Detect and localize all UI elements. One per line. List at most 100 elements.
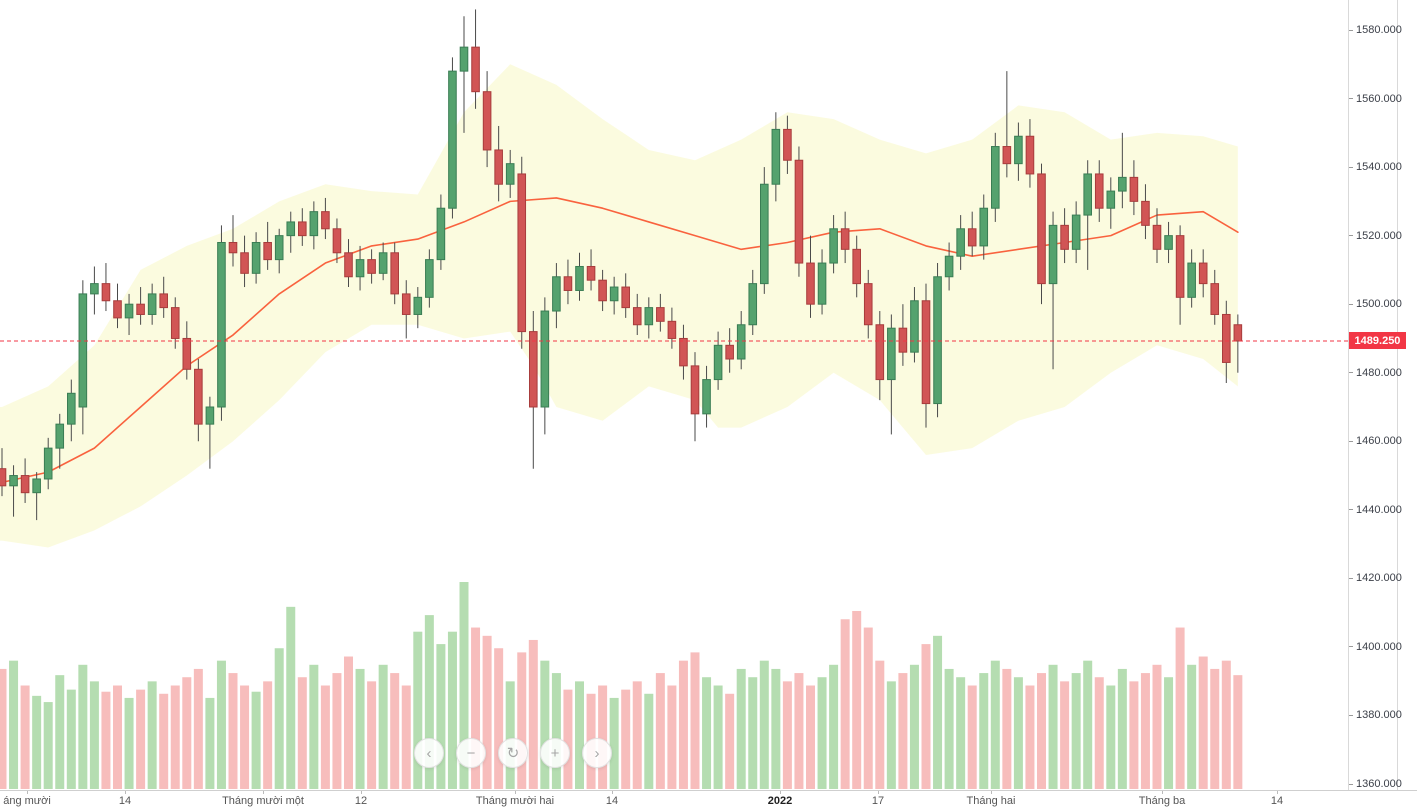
candle-bullish xyxy=(552,276,561,312)
candle-bullish xyxy=(78,293,88,408)
volume-bar xyxy=(1037,673,1046,789)
time-axis[interactable]: áng mười 14 Tháng mười một 12 Tháng mười hai… xyxy=(0,790,1417,811)
volume-bar xyxy=(263,681,273,789)
volume-bar xyxy=(1002,668,1012,789)
candle-bullish xyxy=(217,241,226,408)
candle-bearish xyxy=(482,91,492,151)
volume-bar xyxy=(575,681,584,789)
volume-bar xyxy=(609,697,619,789)
time-tick-mark xyxy=(361,791,362,794)
time-tick-label: 12 xyxy=(354,795,368,807)
zoom-in-button[interactable]: + xyxy=(540,738,570,768)
volume-bar xyxy=(78,664,88,789)
time-tick-label: 17 xyxy=(871,795,885,807)
candle-bullish xyxy=(956,228,965,257)
candle-bearish xyxy=(1233,324,1243,342)
volume-bar xyxy=(1071,673,1081,789)
volume-bar xyxy=(759,660,769,789)
volume-bar xyxy=(1233,675,1243,789)
volume-bar xyxy=(667,685,677,789)
volume-bar xyxy=(297,677,307,789)
volume-bar xyxy=(898,673,908,789)
volume-bar xyxy=(494,648,504,789)
time-tick-mark xyxy=(27,791,28,794)
volume-bar xyxy=(748,677,758,789)
candle-bullish xyxy=(309,211,319,237)
candle-bullish xyxy=(205,406,215,425)
volume-bar xyxy=(852,610,862,789)
reset-zoom-button[interactable]: ↻ xyxy=(498,738,528,768)
volume-bar xyxy=(136,689,146,789)
candle-bullish xyxy=(67,392,76,425)
volume-bar xyxy=(725,693,735,789)
candle-bullish xyxy=(1118,176,1127,192)
price-tick-label: 1400.000 xyxy=(1349,640,1402,654)
volume-bar xyxy=(1221,660,1231,789)
candle-bearish xyxy=(1002,146,1012,165)
candle-bearish xyxy=(1222,313,1231,363)
volume-bar xyxy=(1140,673,1150,789)
candle-bullish xyxy=(90,283,99,295)
volume-bar xyxy=(1013,677,1023,789)
candle-bullish xyxy=(910,300,919,353)
candle-bearish xyxy=(667,320,677,339)
volume-bar xyxy=(875,660,885,789)
moving-average-line xyxy=(0,197,1239,484)
volume-bar xyxy=(979,673,989,789)
volume-bar xyxy=(274,648,284,789)
price-tick-label: 1360.000 xyxy=(1349,777,1402,791)
volume-bar xyxy=(1117,668,1127,789)
chart-canvas[interactable] xyxy=(0,0,1348,790)
time-tick-label: 2022 xyxy=(767,795,793,807)
volume-bar xyxy=(817,677,827,789)
candle-bearish xyxy=(240,252,249,274)
volume-bar xyxy=(644,693,654,789)
volume-bar xyxy=(159,693,169,789)
volume-bar xyxy=(1164,677,1174,789)
price-tick-label: 1480.000 xyxy=(1349,366,1402,380)
candle-bearish xyxy=(1060,224,1069,250)
candle-bullish xyxy=(771,128,781,185)
candle-bearish xyxy=(1025,135,1035,175)
volume-bar xyxy=(113,685,122,789)
volume-bar xyxy=(528,639,538,789)
candle-bearish xyxy=(1037,173,1046,285)
zoom-out-button[interactable]: − xyxy=(456,738,486,768)
candle-bearish xyxy=(840,228,850,250)
candle-bearish xyxy=(794,159,804,264)
candle-bearish xyxy=(182,337,192,370)
candle-bullish xyxy=(1083,173,1093,216)
scroll-right-button[interactable]: › xyxy=(582,738,612,768)
candlestick-chart[interactable] xyxy=(0,0,1348,790)
volume-bar xyxy=(540,660,550,789)
volume-bar xyxy=(482,635,492,789)
candle-bearish xyxy=(863,283,873,326)
candle-bearish xyxy=(783,128,792,161)
time-tick-mark xyxy=(780,791,781,794)
volume-bar xyxy=(447,631,457,789)
volume-bar xyxy=(0,668,7,789)
time-tick-label: 14 xyxy=(1270,795,1284,807)
volume-bar xyxy=(413,631,423,789)
volume-bar xyxy=(967,685,977,789)
volume-bar xyxy=(1152,664,1162,789)
candle-bearish xyxy=(632,307,642,326)
scroll-left-button[interactable]: ‹ xyxy=(414,738,444,768)
time-tick-label: Tháng ba xyxy=(1138,795,1186,807)
volume-bar xyxy=(1060,681,1070,789)
volume-bar xyxy=(1198,656,1208,789)
candle-bearish xyxy=(1141,200,1150,226)
volume-bar xyxy=(205,697,215,789)
volume-bar xyxy=(713,685,723,789)
candle-bearish xyxy=(170,307,180,339)
volume-bar xyxy=(216,660,226,789)
price-tick-mark xyxy=(1349,98,1353,100)
candle-bullish xyxy=(43,447,53,480)
price-tick-mark xyxy=(1349,646,1353,648)
volume-bar xyxy=(170,685,180,789)
candle-bullish xyxy=(505,163,515,185)
candle-bearish xyxy=(1198,262,1208,285)
price-axis[interactable]: 1489.250 1580.000 1560.000 1540.000 1520.00… xyxy=(1348,0,1406,790)
candle-bearish xyxy=(875,324,885,381)
